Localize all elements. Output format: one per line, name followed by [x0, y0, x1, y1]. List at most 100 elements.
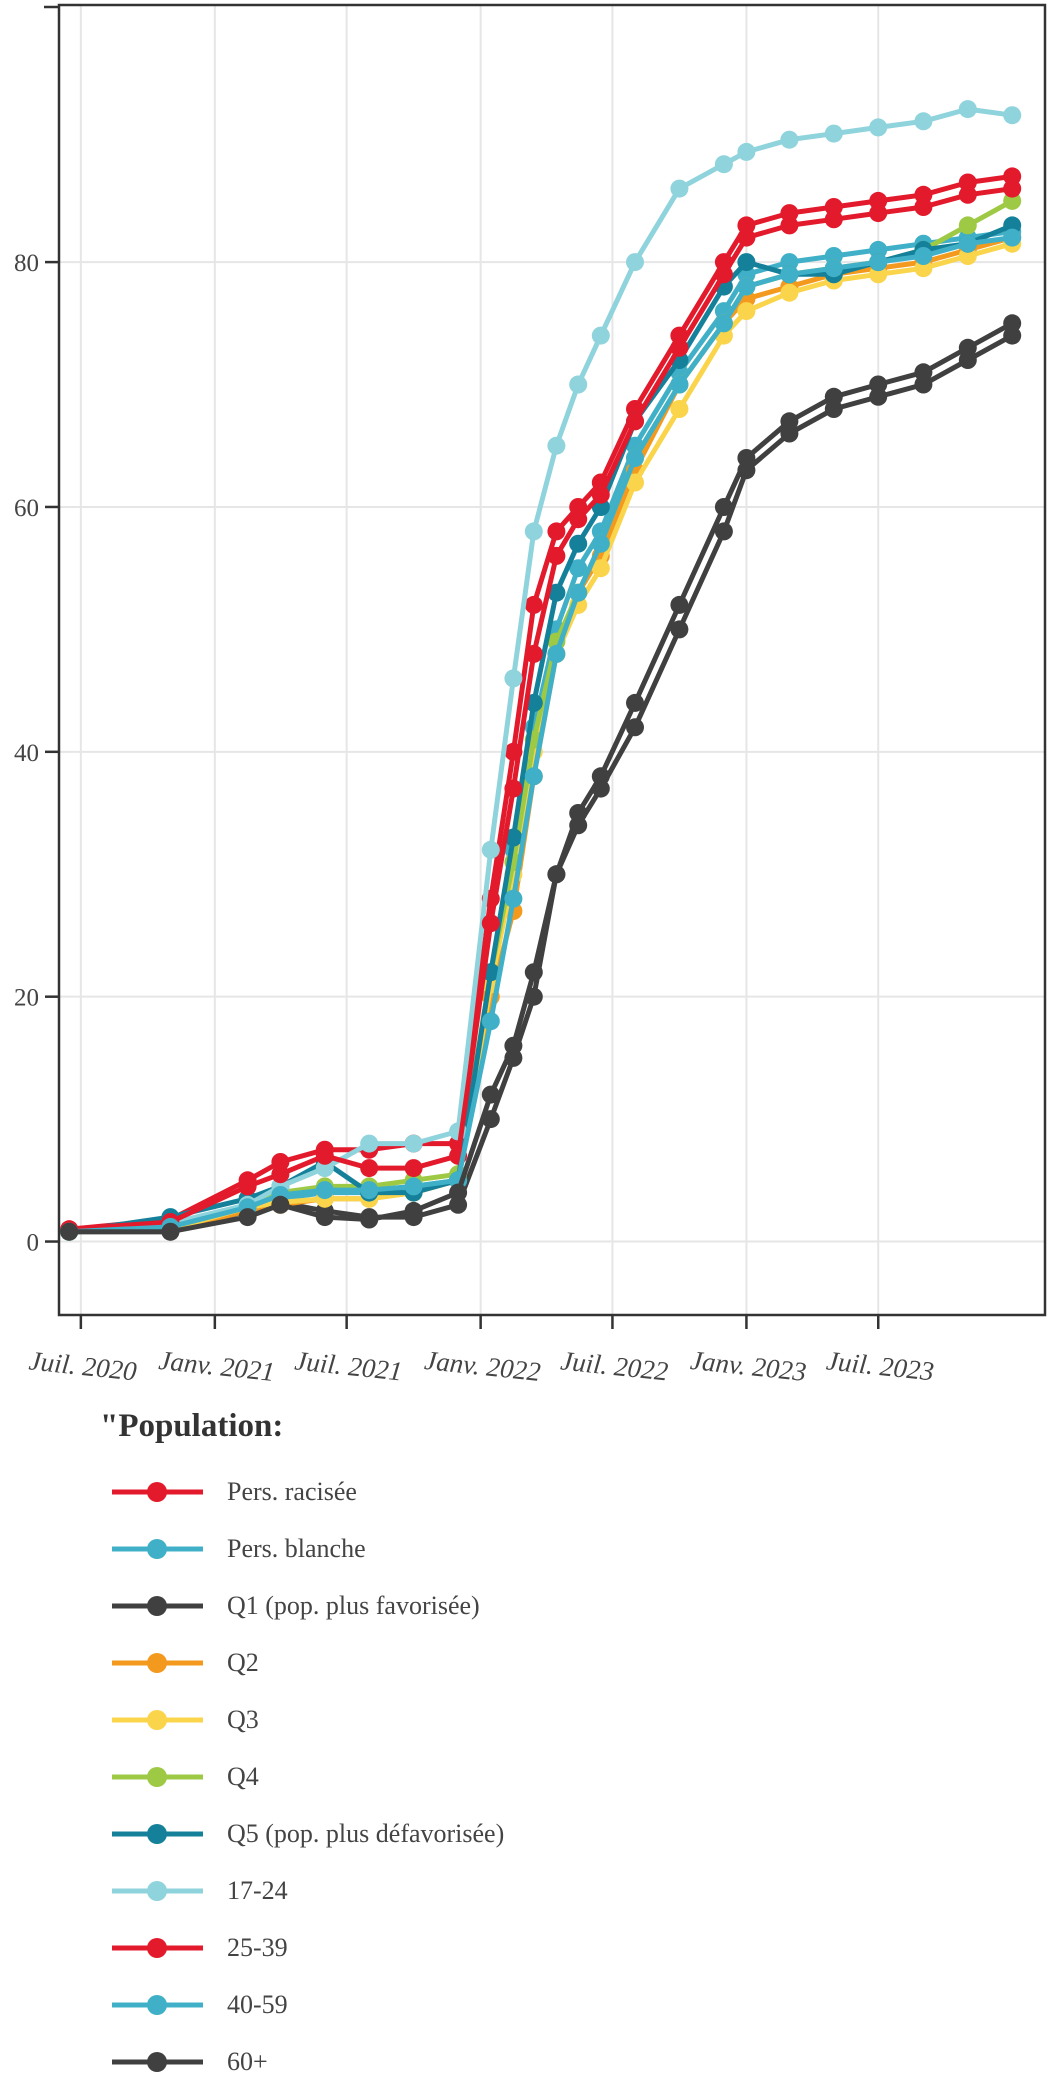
data-point [360, 1134, 379, 1153]
legend-swatch-marker [147, 1595, 167, 1616]
data-point [670, 375, 689, 394]
data-point [504, 828, 523, 847]
data-point [1003, 179, 1022, 198]
data-point [869, 253, 888, 272]
data-point [315, 1181, 334, 1200]
data-point [569, 559, 588, 578]
series-9 [60, 179, 1022, 1239]
data-point [780, 265, 799, 284]
legend-swatch-marker [147, 1481, 167, 1502]
data-point [238, 1177, 257, 1196]
data-point [1003, 326, 1022, 345]
legend-swatch-marker [147, 1994, 167, 2015]
series-lines [60, 100, 1022, 1241]
data-point [569, 816, 588, 835]
legend-label: Q2 [227, 1647, 259, 1677]
x-tick-label: Janv. 2023 [689, 1345, 808, 1387]
data-point [780, 424, 799, 443]
y-tick-label: 60 [14, 495, 39, 522]
data-point [481, 1085, 500, 1104]
data-point [626, 473, 644, 492]
legend-swatch [112, 1652, 203, 1673]
legend-swatch [112, 1595, 203, 1616]
data-point [481, 914, 500, 933]
data-point [670, 400, 689, 418]
data-point [780, 204, 799, 223]
legend-label: 25-39 [227, 1932, 288, 1962]
legend-item: Q5 (pop. plus défavorisée) [100, 1805, 504, 1862]
x-tick-label: Janv. 2021 [157, 1345, 276, 1387]
x-tick-label: Juil. 2022 [559, 1345, 670, 1386]
data-point [958, 351, 977, 369]
data-point [547, 644, 566, 663]
data-point [591, 559, 610, 578]
data-point [524, 595, 543, 614]
data-point [914, 375, 933, 394]
data-point [1003, 191, 1022, 210]
data-point [524, 963, 543, 982]
legend-swatch-marker [147, 1766, 167, 1787]
y-axis: 0 20 40 60 80 [14, 250, 59, 1257]
data-point [569, 534, 588, 553]
legend-swatch-marker [147, 1823, 167, 1844]
data-point [824, 259, 843, 278]
legend-swatch-marker [147, 1937, 167, 1958]
legend-swatch [112, 2051, 203, 2072]
legend-swatch [112, 1766, 203, 1787]
legend-label: Pers. blanche [227, 1533, 366, 1563]
data-point [1003, 314, 1022, 333]
data-point [869, 387, 888, 406]
data-point [591, 485, 610, 504]
data-point [404, 1134, 423, 1153]
data-point [569, 583, 588, 602]
legend-swatch [112, 1937, 203, 1958]
y-tick-label: 40 [14, 740, 39, 767]
legend-item: 60+ [100, 2033, 504, 2090]
x-tick-label: Juil. 2021 [293, 1345, 404, 1386]
legend-item: Q3 [100, 1691, 504, 1748]
data-point [1003, 228, 1022, 247]
data-point [737, 277, 756, 296]
data-point [714, 522, 733, 541]
legend-label: 40-59 [227, 1989, 288, 2019]
data-point [1003, 106, 1022, 125]
data-point [626, 253, 644, 272]
legend-item: 40-59 [100, 1976, 504, 2033]
data-point [238, 1208, 257, 1227]
data-point [504, 779, 523, 798]
legend-item: Q4 [100, 1748, 504, 1805]
series-line [69, 198, 1014, 1235]
x-tick-label: Juil. 2023 [825, 1345, 936, 1386]
y-tick-label: 20 [14, 985, 39, 1012]
data-point [626, 412, 644, 431]
data-point [591, 326, 610, 345]
data-point [271, 1165, 290, 1184]
data-point [670, 179, 689, 198]
data-point [626, 718, 644, 737]
data-point [404, 1201, 423, 1220]
legend-swatch-marker [147, 2051, 167, 2072]
x-axis: Juil. 2020 Janv. 2021 Juil. 2021 Janv. 2022… [27, 1315, 935, 1387]
legend-label: 60+ [227, 2046, 268, 2076]
legend-item: Q1 (pop. plus favorisée) [100, 1577, 504, 1634]
legend-item: Pers. blanche [100, 1520, 504, 1577]
data-point [547, 546, 566, 565]
data-point [626, 449, 644, 467]
legend-label: Q1 (pop. plus favorisée) [227, 1590, 480, 1620]
data-point [714, 314, 733, 333]
data-point [780, 216, 799, 235]
data-point [914, 247, 933, 265]
plot-frame [57, 3, 1047, 1317]
data-point [958, 216, 977, 235]
legend-title: "Population: [100, 1408, 284, 1444]
data-point [504, 669, 523, 688]
data-point [60, 1222, 79, 1241]
data-point [737, 253, 756, 272]
data-point [780, 130, 799, 149]
data-point [481, 840, 500, 859]
data-point [824, 210, 843, 229]
series-11 [60, 326, 1022, 1241]
data-point [271, 1195, 290, 1214]
data-point [869, 118, 888, 137]
data-point [569, 510, 588, 529]
